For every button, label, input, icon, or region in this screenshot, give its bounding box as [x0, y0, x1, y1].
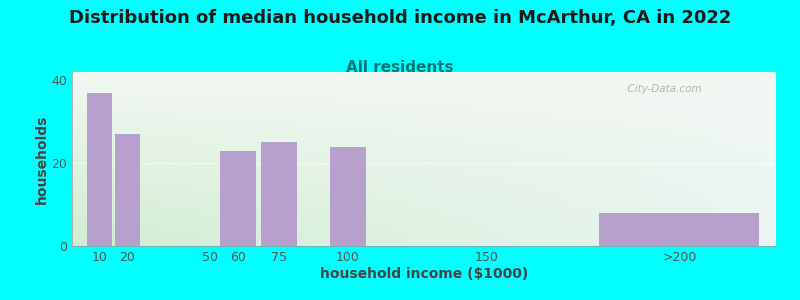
- X-axis label: household income ($1000): household income ($1000): [320, 267, 528, 280]
- Bar: [261, 142, 297, 246]
- Y-axis label: households: households: [34, 114, 49, 204]
- Text: Distribution of median household income in McArthur, CA in 2022: Distribution of median household income …: [69, 9, 731, 27]
- Bar: [114, 134, 140, 246]
- Bar: [599, 213, 759, 246]
- Text: City-Data.com: City-Data.com: [621, 84, 702, 94]
- Text: All residents: All residents: [346, 60, 454, 75]
- Bar: [330, 147, 366, 246]
- Bar: [87, 93, 112, 246]
- Bar: [220, 151, 255, 246]
